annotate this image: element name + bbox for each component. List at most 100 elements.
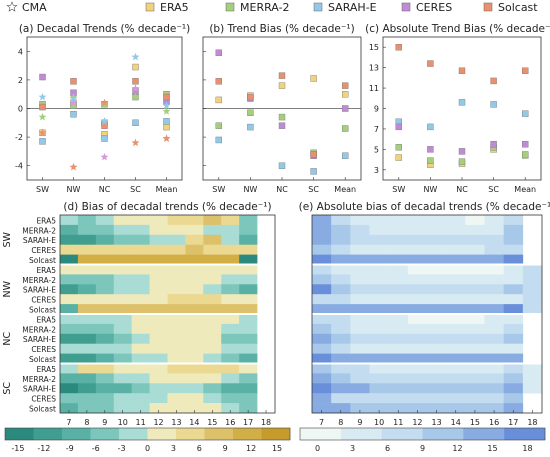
heatmap-cell — [203, 284, 222, 295]
heatmap-cell — [350, 284, 370, 295]
heatmap-cell — [60, 403, 79, 414]
heatmap-cell — [131, 343, 150, 354]
heatmap-cell — [427, 284, 447, 295]
heatmap-cell — [388, 284, 409, 295]
heatmap-cell — [239, 215, 258, 226]
data-point-sarah-e — [215, 136, 223, 144]
heatmap-cell — [221, 343, 240, 354]
heatmap-cell — [465, 363, 485, 374]
heatmap-cell — [239, 234, 258, 245]
x-tick-label: NW — [423, 185, 437, 194]
y-tick-label: 2 — [18, 76, 23, 85]
data-point-sarah-e — [490, 101, 497, 108]
x-tick-label: 11 — [393, 418, 403, 427]
heatmap-cell — [239, 314, 258, 325]
heatmap-cell — [465, 224, 485, 236]
data-point-cma-orange — [100, 98, 109, 107]
heatmap-cell — [522, 383, 543, 394]
heatmap-cell — [369, 224, 389, 236]
heatmap-cell — [167, 383, 186, 394]
heatmap-cell — [503, 215, 524, 226]
heatmap-cell — [239, 323, 258, 335]
heatmap-cell — [465, 294, 485, 305]
heatmap-cell — [312, 254, 332, 265]
panel-title: (c) Absolute Trend Bias (% decade⁻¹) — [365, 23, 550, 35]
data-point-solcast — [522, 67, 529, 74]
y-tick-label: -2 — [15, 133, 23, 142]
heatmap-cell — [503, 264, 524, 275]
heatmap-cell — [203, 294, 222, 305]
row-label: SARAH-E — [23, 286, 56, 295]
heatmap-cell — [407, 333, 428, 344]
heatmap-cell — [149, 254, 168, 265]
colorbar-tick-label: 3 — [171, 444, 176, 453]
legend-label: Solcast — [498, 1, 538, 14]
heatmap-cell — [465, 323, 485, 335]
heatmap-cell — [60, 264, 79, 275]
heatmap-cell — [203, 254, 222, 265]
heatmap-cell — [77, 363, 97, 374]
heatmap-cell — [484, 284, 504, 295]
heatmap-cell — [149, 363, 168, 374]
data-point-cma-orange — [38, 128, 47, 137]
heatmap-cell — [369, 323, 389, 335]
heatmap-cell — [465, 383, 485, 394]
x-tick-label: SW — [392, 185, 405, 194]
heatmap-cell — [203, 224, 222, 236]
data-point-cma-blue — [69, 94, 78, 102]
legend-marker-cma-icon — [6, 1, 18, 12]
data-point-cma-blue — [162, 101, 171, 110]
heatmap-cell — [407, 264, 428, 275]
heatmap-cell — [484, 304, 504, 315]
heatmap-cell — [239, 284, 258, 295]
heatmap-cell — [427, 254, 447, 265]
y-tick-label: 9 — [374, 105, 379, 114]
data-point-solcast — [395, 44, 402, 51]
data-point-cma-pink — [69, 98, 78, 107]
heatmap-cell — [465, 314, 485, 325]
row-label: Solcast — [29, 256, 56, 265]
heatmap-cell — [388, 294, 409, 305]
heatmap-cell — [203, 304, 222, 315]
colorbar-tick-label: -6 — [92, 444, 100, 453]
data-point-solcast — [490, 77, 497, 85]
heatmap-cell — [239, 264, 258, 275]
heatmap-cell — [484, 383, 504, 394]
colorbar-frame — [299, 427, 546, 441]
heatmap-cell — [185, 363, 204, 374]
heatmap-cell — [388, 314, 409, 325]
colorbar-swatch — [147, 428, 177, 440]
heatmap-cell — [350, 373, 370, 384]
heatmap-cell — [446, 353, 466, 364]
heatmap-cell — [522, 294, 543, 305]
heatmap-cell — [350, 274, 370, 285]
colorbar-tick-label: 15 — [487, 444, 497, 453]
heatmap-cell — [312, 343, 332, 354]
x-tick-label: NC — [99, 185, 111, 194]
heatmap-cell — [484, 363, 504, 374]
row-label: Solcast — [29, 355, 56, 364]
heatmap-cell — [77, 274, 97, 285]
heatmap-cell — [369, 254, 389, 265]
heatmap-cell — [427, 264, 447, 275]
heatmap-cell — [239, 383, 258, 394]
panel-e: (e) Absolute bias of decadal trends (% d… — [299, 201, 550, 427]
heatmap-cell — [203, 403, 222, 414]
heatmap-cell — [239, 254, 258, 265]
heatmap-cell — [407, 215, 428, 226]
colorbar-tick-label: 15 — [272, 444, 282, 453]
x-tick-label: SW — [212, 185, 225, 194]
heatmap-cell — [427, 244, 447, 255]
heatmap-cell — [446, 264, 466, 275]
colorbar-diverging: -15 -12 -9 -6 -3 0 3 6 9 12 15 — [4, 427, 291, 453]
row-label: Solcast — [29, 306, 56, 315]
heatmap-cell — [446, 323, 466, 335]
heatmap-cell — [331, 323, 351, 335]
heatmap-cell — [131, 403, 150, 414]
data-point-era5 — [215, 96, 223, 104]
heatmap-cell — [77, 333, 97, 344]
heatmap-cell — [167, 264, 186, 275]
heatmap-cell — [427, 343, 447, 354]
heatmap-cell — [503, 224, 524, 236]
heatmap-cell — [203, 363, 222, 374]
